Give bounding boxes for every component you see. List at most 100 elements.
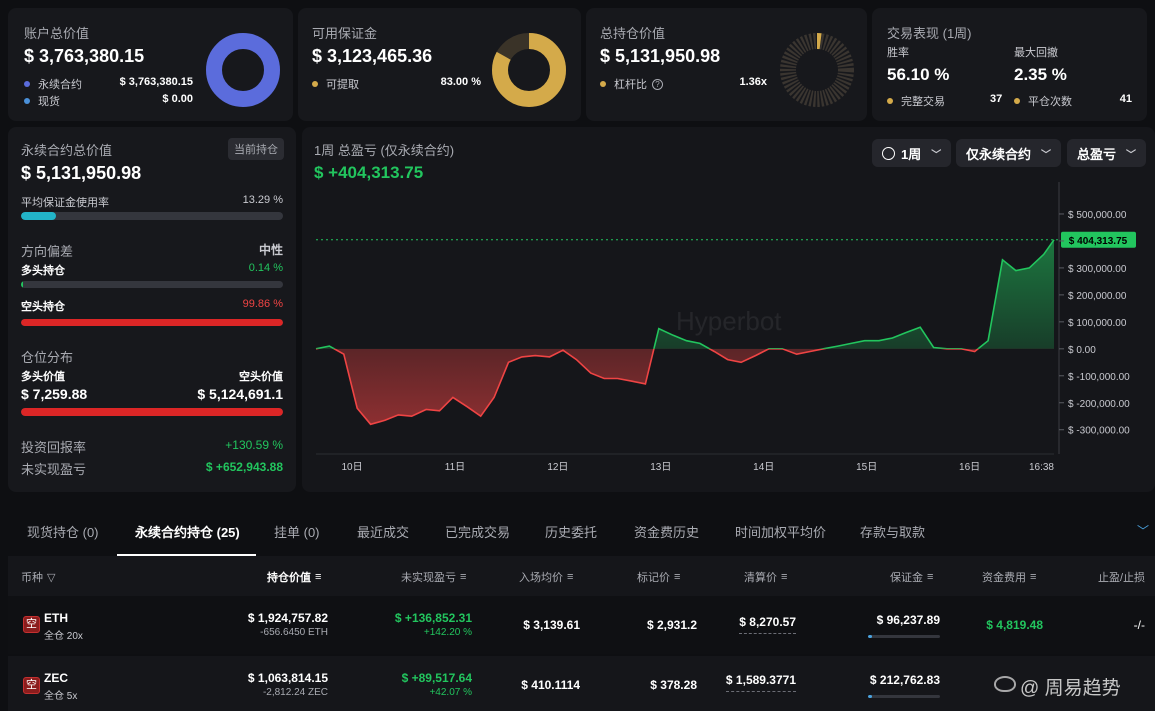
perp-dot-icon [24,81,30,87]
col-pnl[interactable]: 未实现盈亏 ≡ [401,569,466,585]
position-donut [780,33,854,107]
sort-icon: ≡ [927,571,934,583]
tab-7[interactable]: 时间加权平均价 [735,525,827,540]
x-tick-label: 16日 [959,462,980,473]
drawdown-value: 2.35 % [1014,65,1067,84]
completed-dot-icon [887,98,893,104]
y-tick-label: $ 500,000.00 [1068,210,1127,221]
y-tick-label: $ 100,000.00 [1068,318,1127,329]
long-value-label: 多头价值 [21,371,65,383]
tab-0[interactable]: 现货持仓 (0) [27,525,99,540]
pnl-pct-cell: +142.20 % [423,627,472,638]
scope-label: 仅永续合约 [966,146,1032,162]
current-value-label: $ 404,313.75 [1069,236,1128,247]
drawdown-label: 最大回撤 [1014,47,1058,59]
period-label: 1周 [901,146,922,162]
long-position-label: 多头持仓 [21,265,65,277]
tabs-underline [117,554,256,556]
withdrawable-label: 可提取 [326,79,359,91]
watermark-text: @ 周易趋势 [1020,678,1121,699]
current-position-badge[interactable]: 当前持仓 [228,138,284,160]
table-row[interactable]: 空 ETH 全仓 20x $ 1,924,757.82 -656.6450 ET… [8,596,1155,654]
account-perp-value: $ 3,763,380.15 [119,76,193,88]
performance-card: 交易表现 (1周) 胜率 56.10 % 最大回撤 2.35 % 完整交易 37… [872,8,1147,121]
coin-name[interactable]: ETH [44,611,68,625]
tab-4[interactable]: 已完成交易 [445,525,511,540]
tab-8[interactable]: 存款与取款 [860,525,926,540]
leverage-dot-icon [600,81,606,87]
tab-5[interactable]: 历史委托 [545,525,598,540]
coin-name[interactable]: ZEC [44,671,68,685]
margin-usage-value: 13.29 % [242,194,283,206]
profit-area [316,239,1054,349]
long-value: $ 7,259.88 [21,386,88,402]
table-header-bg [8,556,1155,596]
perp-title: 永续合约总价值 [21,143,113,158]
tab-2[interactable]: 挂单 (0) [274,525,320,540]
chevron-down-icon: ﹀ [1041,149,1052,161]
chart-pnl-value: $ +404,313.75 [314,163,424,182]
position-value-cell: $ 1,924,757.82 [247,611,328,625]
margin-cell: $ 96,237.89 [876,613,940,627]
x-tick-label: 16:38 [1029,462,1054,473]
long-position-bar [21,281,283,288]
help-icon[interactable]: ? [652,78,663,90]
x-tick-label: 12日 [547,462,568,473]
pnl-chart[interactable]: Hyperbot $ 404,313.75 $ 500,000.00 $ 300,0… [302,127,1155,492]
current-value-tag [1061,231,1136,248]
col-funding[interactable]: 资金费用 ≡ [982,569,1036,585]
entry-cell: $ 3,139.61 [523,618,580,632]
account-value-title: 账户总价值 [24,26,90,41]
col-coin[interactable]: 币种 ▽ [21,569,55,585]
account-perp-label: 永续合约 [38,79,82,91]
bias-label: 方向偏差 [21,244,74,259]
coin-mode: 全仓 5x [44,691,78,702]
margin-title: 可用保证金 [312,26,378,41]
col-mark-label: 标记价 [637,572,670,584]
win-rate-label: 胜率 [887,47,909,59]
col-value[interactable]: 持仓价值 ≡ [267,569,321,585]
sort-icon: ≡ [315,571,322,583]
unrealized-value: $ +652,943.88 [205,460,283,474]
position-size-cell: -2,812.24 ZEC [262,687,328,698]
col-margin[interactable]: 保证金 ≡ [890,569,933,585]
unrealized-label: 未实现盈亏 [21,462,87,477]
y-tick-label: $ -300,000.00 [1068,426,1130,437]
pnl-cell: $ +89,517.64 [401,671,472,685]
short-side-badge: 空 [23,677,40,694]
col-entry[interactable]: 入场均价 ≡ [519,569,573,585]
account-spot-label: 现货 [38,96,60,108]
spot-dot-icon [24,98,30,104]
withdrawable-value: 83.00 % [440,76,481,88]
tpsl-cell[interactable]: -/- [1133,618,1145,632]
collapse-chevron-icon[interactable]: ﹀ [1137,524,1150,538]
tab-1[interactable]: 永续合约持仓 (25) [135,525,240,540]
table-row[interactable]: 空 ZEC 全仓 5x $ 1,063,814.15 -2,812.24 ZEC… [8,656,1155,711]
pnl-chart-card: 1周 总盈亏 (仅永续合约) $ +404,313.75 1周 ﹀ 仅永续合约 … [302,127,1155,492]
period-dropdown[interactable]: 1周 ﹀ [872,139,952,167]
col-coin-label: 币种 [21,572,43,584]
roi-value: +130.59 % [225,438,283,452]
scope-dropdown[interactable]: 仅永续合约 ﹀ [956,139,1062,167]
position-size-cell: -656.6450 ETH [260,627,328,638]
tab-3[interactable]: 最近成交 [357,525,410,540]
col-tpsl: 止盈/止损 [1098,569,1145,585]
leverage-value: 1.36x [739,76,767,88]
short-value: $ 5,124,691.1 [197,386,283,402]
filter-icon[interactable]: ▽ [47,571,56,584]
account-value: $ 3,763,380.15 [24,46,145,66]
perp-value: $ 5,131,950.98 [21,163,142,183]
col-mark[interactable]: 标记价 ≡ [637,569,680,585]
metric-dropdown[interactable]: 总盈亏 ﹀ [1067,139,1147,167]
profit-line [315,239,1055,349]
margin-cell-bar [868,695,940,698]
col-liq[interactable]: 清算价 ≡ [744,569,787,585]
margin-cell-bar [868,635,940,638]
y-tick-label: $ -100,000.00 [1068,372,1130,383]
tab-6[interactable]: 资金费历史 [634,525,700,540]
col-entry-label: 入场均价 [519,572,563,584]
margin-donut [492,33,566,107]
win-rate-value: 56.10 % [887,65,950,84]
chevron-down-icon: ﹀ [931,149,942,161]
loss-line [316,348,980,426]
